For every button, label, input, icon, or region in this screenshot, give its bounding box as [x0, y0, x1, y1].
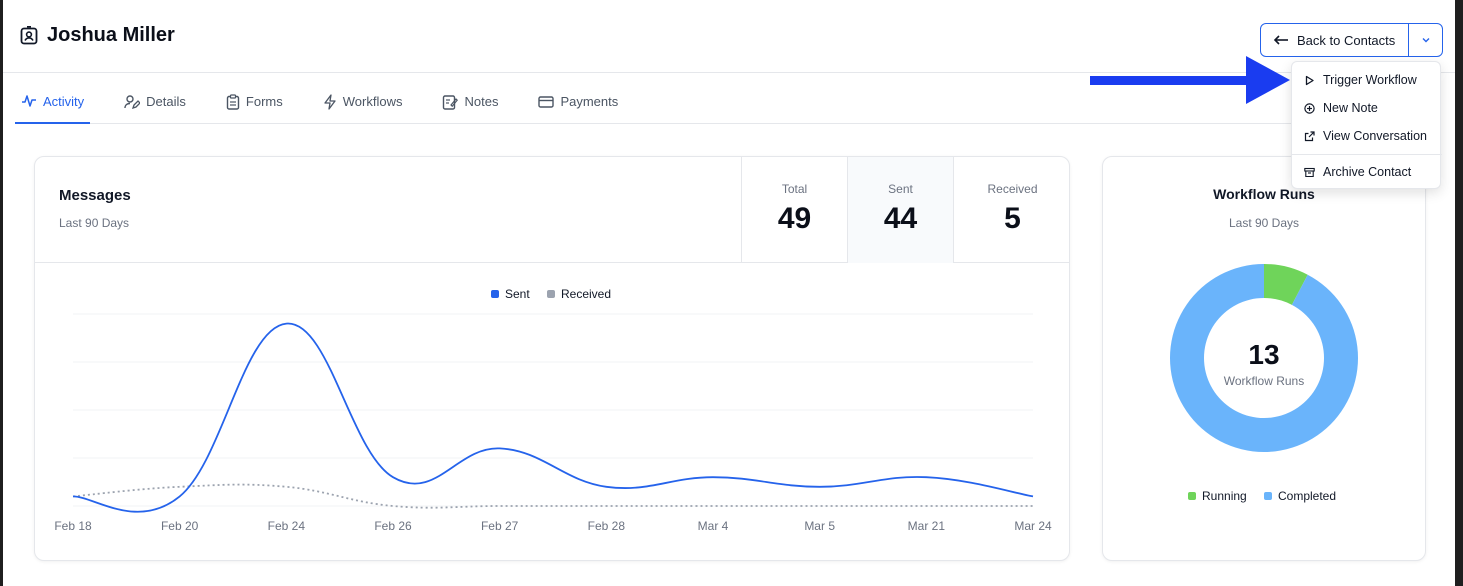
messages-title: Messages — [59, 187, 131, 204]
actions-dropdown-menu: Trigger Workflow New Note View Conversat… — [1291, 61, 1442, 189]
donut-slice-completed[interactable] — [1170, 264, 1358, 452]
chevron-down-icon — [1421, 36, 1431, 44]
notebook-icon — [442, 94, 459, 110]
legend-running[interactable]: Running — [1188, 489, 1247, 503]
page-title: Joshua Miller — [47, 24, 175, 46]
menu-item-trigger-workflow[interactable]: Trigger Workflow — [1292, 67, 1442, 93]
workflow-runs-title: Workflow Runs — [1213, 186, 1315, 202]
x-tick-label: Feb 24 — [267, 519, 306, 533]
donut-total: 13 — [1248, 339, 1280, 370]
legend-label: Received — [561, 287, 612, 301]
stat-value: 49 — [777, 202, 812, 235]
legend-received[interactable]: Received — [547, 287, 611, 301]
menu-item-label: New Note — [1323, 101, 1378, 115]
legend-swatch — [547, 290, 555, 298]
legend-label: Running — [1202, 489, 1247, 503]
tab-label: Workflows — [342, 94, 403, 109]
x-tick-label: Mar 21 — [907, 519, 946, 533]
legend-label: Sent — [505, 287, 530, 301]
x-tick-label: Mar 4 — [697, 519, 729, 533]
workflow-runs-card: Workflow Runs Last 90 Days 13 Workflow R… — [1102, 156, 1426, 561]
donut-total-label: Workflow Runs — [1223, 374, 1305, 388]
x-tick-label: Feb 27 — [480, 519, 519, 533]
contact-title: Joshua Miller — [19, 24, 175, 47]
stat-received[interactable]: Received 5 — [953, 157, 1069, 263]
x-tick-label: Mar 24 — [1014, 519, 1052, 533]
back-button-label: Back to Contacts — [1297, 32, 1396, 48]
back-to-contacts-button[interactable]: Back to Contacts — [1261, 24, 1409, 56]
menu-item-view-conversation[interactable]: View Conversation — [1292, 123, 1442, 149]
credit-card-icon — [538, 95, 555, 109]
annotation-arrow-icon — [1090, 56, 1290, 104]
play-icon — [1304, 75, 1315, 86]
tab-notes[interactable]: Notes — [436, 80, 504, 123]
series-line-sent — [72, 322, 1034, 513]
stat-value: 44 — [883, 202, 918, 235]
user-edit-icon — [124, 94, 141, 110]
stat-sent[interactable]: Sent 44 — [847, 157, 953, 263]
tab-forms[interactable]: Forms — [220, 80, 289, 123]
actions-dropdown-toggle[interactable] — [1409, 24, 1442, 56]
workflow-runs-subtitle: Last 90 Days — [1228, 216, 1300, 230]
x-tick-label: Mar 5 — [804, 519, 835, 533]
menu-item-new-note[interactable]: New Note — [1292, 95, 1442, 121]
tab-label: Forms — [245, 94, 283, 109]
stat-value: 5 — [1004, 202, 1021, 235]
tab-label: Payments — [560, 94, 619, 109]
x-tick-label: Feb 26 — [374, 519, 412, 533]
stat-label: Total — [781, 182, 808, 196]
messages-card-header: Messages Last 90 Days Total 49 Sent 44 R… — [35, 157, 1069, 263]
legend-swatch — [1264, 492, 1272, 500]
arrow-left-icon — [1273, 34, 1289, 46]
legend-completed[interactable]: Completed — [1264, 489, 1336, 503]
menu-item-label: Trigger Workflow — [1323, 73, 1417, 87]
plus-circle-icon — [1304, 102, 1315, 114]
back-button-group: Back to Contacts — [1260, 23, 1443, 57]
legend-label: Completed — [1278, 489, 1337, 503]
menu-separator — [1292, 154, 1442, 155]
legend-sent[interactable]: Sent — [491, 287, 530, 301]
x-tick-label: Feb 20 — [160, 519, 199, 533]
external-link-icon — [1304, 130, 1315, 142]
contact-card-icon — [19, 25, 39, 46]
window-frame-right — [1455, 0, 1463, 586]
menu-item-label: View Conversation — [1323, 129, 1427, 143]
tab-details[interactable]: Details — [118, 80, 192, 123]
stat-total[interactable]: Total 49 — [741, 157, 847, 263]
page-header: Joshua Miller Back to Contacts — [3, 0, 1455, 73]
menu-item-label: Archive Contact — [1323, 165, 1412, 179]
tab-activity[interactable]: Activity — [15, 80, 91, 124]
clipboard-icon — [226, 93, 240, 110]
archive-icon — [1304, 167, 1315, 178]
window-frame-left — [0, 0, 3, 586]
tab-workflows[interactable]: Workflows — [317, 80, 409, 123]
workflow-runs-donut — [1170, 264, 1358, 452]
legend-swatch — [491, 290, 499, 298]
tab-label: Notes — [464, 94, 499, 109]
x-tick-label: Feb 18 — [54, 519, 92, 533]
lightning-icon — [323, 93, 337, 110]
stat-label: Sent — [888, 182, 913, 196]
series-line-received — [72, 483, 1033, 509]
stat-label: Received — [987, 182, 1038, 196]
x-tick-label: Feb 28 — [587, 519, 626, 533]
menu-item-archive-contact[interactable]: Archive Contact — [1292, 159, 1442, 185]
tab-label: Details — [146, 94, 186, 109]
messages-card: Messages Last 90 Days Total 49 Sent 44 R… — [34, 156, 1070, 561]
legend-swatch — [1188, 492, 1196, 500]
messages-subtitle: Last 90 Days — [59, 216, 130, 230]
activity-icon — [21, 94, 37, 108]
tab-bar: Activity Details Forms Workflows Notes P… — [15, 80, 1305, 124]
donut-slice-running[interactable] — [1264, 264, 1308, 305]
tab-payments[interactable]: Payments — [532, 80, 624, 123]
tab-label: Activity — [43, 93, 85, 109]
